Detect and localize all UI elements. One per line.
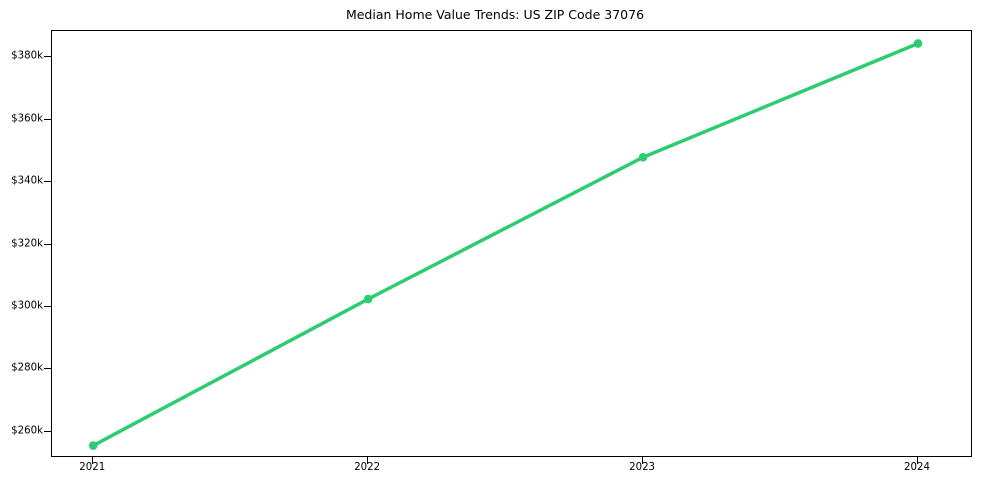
y-axis-tick-label: $340k (11, 175, 43, 187)
x-axis-tick-mark (367, 457, 369, 464)
y-axis-tick-mark (44, 368, 51, 370)
y-axis-tick-mark (44, 181, 51, 183)
y-axis-tick-label: $280k (11, 362, 43, 374)
y-axis-tick-label: $360k (11, 113, 43, 125)
y-axis-tick-labels: $380k $360k $340k $320k $300k $280k $260k (0, 0, 43, 490)
y-axis-tick-label: $380k (11, 50, 43, 62)
plot-area (51, 30, 972, 457)
x-axis-tick-label: 2024 (904, 462, 930, 473)
y-axis-tick-mark (44, 430, 51, 432)
series-line-median-home-value (91, 41, 920, 448)
y-axis-tick-mark (44, 56, 51, 58)
y-axis-tick-mark (44, 305, 51, 307)
y-axis-tick-mark (44, 243, 51, 245)
y-axis-tick-mark (44, 118, 51, 120)
x-axis-tick-mark (642, 457, 644, 464)
y-axis-tick-label: $260k (11, 425, 43, 436)
x-axis-tick-label: 2022 (354, 462, 381, 473)
data-point-marker (913, 39, 923, 48)
y-axis-tick-label: $320k (11, 238, 43, 249)
line-chart-svg (88, 39, 923, 450)
x-axis-tick-mark (917, 457, 918, 464)
series-markers (88, 39, 923, 450)
chart-title: Median Home Value Trends: US ZIP Code 37… (345, 7, 645, 22)
x-axis-tick-label: 2023 (629, 462, 656, 473)
y-axis-tick-label: $300k (11, 300, 43, 312)
data-point-marker (88, 441, 98, 450)
x-axis-tick-label: 2021 (79, 462, 106, 473)
x-axis-tick-mark (92, 457, 94, 464)
data-point-marker (363, 294, 373, 304)
data-point-marker (638, 152, 648, 162)
